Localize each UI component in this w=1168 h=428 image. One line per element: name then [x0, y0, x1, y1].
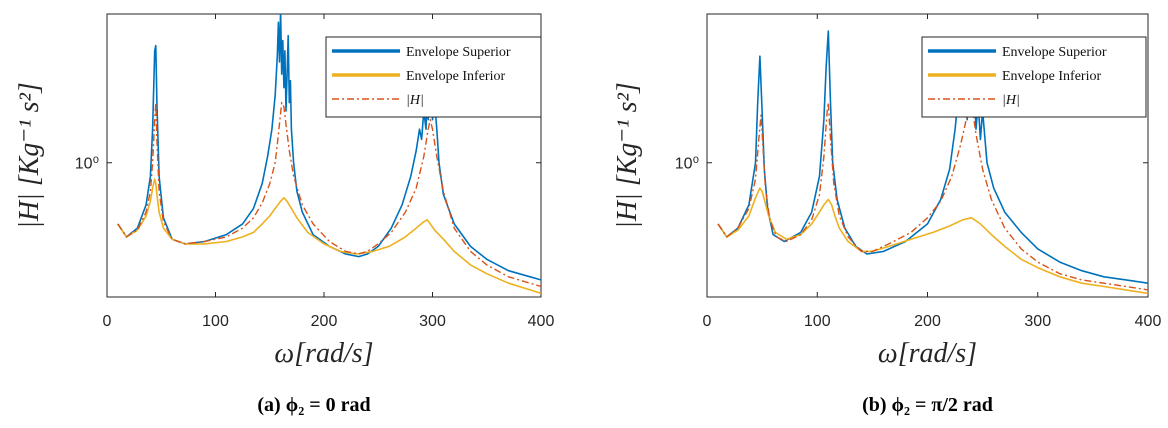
- series-line-envelope-inferior: [717, 187, 1148, 295]
- legend-label: Envelope Inferior: [406, 69, 505, 84]
- x-tick-label: 200: [311, 313, 338, 330]
- y-axis-label: |H| [Kg⁻¹ s²]: [14, 82, 45, 229]
- y-tick-label: 10⁰: [75, 156, 99, 173]
- x-tick-label: 0: [103, 313, 112, 330]
- series-line-envelope-inferior: [117, 178, 541, 295]
- legend-label: |H|: [406, 93, 424, 108]
- chart-a-svg: 0 100 200 300 400 10⁰ Envelope Superior Envelop…: [14, 13, 555, 416]
- chart-panel-a: 0 100 200 300 400 10⁰ Envelope Superior Envelop…: [0, 0, 584, 423]
- chart-panel-b: 0 100 200 300 400 10⁰ Envelope Superior Envelop…: [584, 0, 1168, 423]
- x-axis-label: ω[rad/s]: [878, 338, 977, 369]
- x-axis-label: ω[rad/s]: [274, 338, 373, 369]
- legend-label: Envelope Superior: [1002, 45, 1107, 60]
- x-tick-label: 0: [703, 313, 712, 330]
- figure-caption: (a) ϕ₂ = 0 rad: [257, 394, 370, 416]
- figure-caption: (b) ϕ₂ = π/2 rad: [862, 394, 993, 416]
- chart-b-svg: 0 100 200 300 400 10⁰ Envelope Superior Envelop…: [612, 13, 1162, 416]
- x-tick-label: 400: [1135, 313, 1162, 330]
- x-tick-label: 100: [804, 313, 831, 330]
- x-tick-label: 200: [914, 313, 941, 330]
- legend-label: Envelope Superior: [406, 45, 511, 60]
- y-axis-label: |H| [Kg⁻¹ s²]: [612, 82, 643, 229]
- legend-label: Envelope Inferior: [1002, 69, 1101, 84]
- x-tick-label: 100: [202, 313, 229, 330]
- x-tick-label: 400: [528, 313, 555, 330]
- x-tick-label: 300: [1024, 313, 1051, 330]
- series-line-h-magnitude: [117, 101, 541, 288]
- legend-label: |H|: [1002, 93, 1020, 108]
- y-tick-label: 10⁰: [675, 156, 699, 173]
- series-line-h-magnitude: [717, 101, 1148, 291]
- x-tick-label: 300: [419, 313, 446, 330]
